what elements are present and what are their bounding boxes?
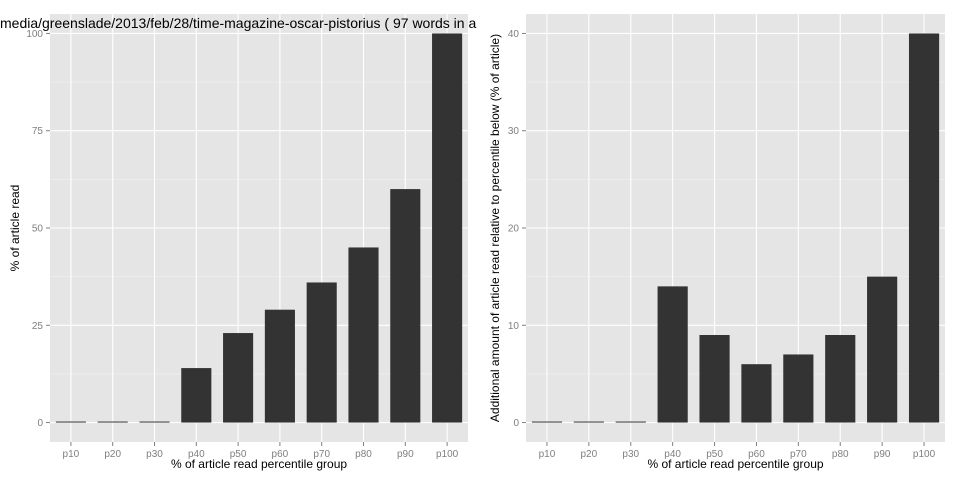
x-tick-label: p50 — [706, 449, 723, 460]
y-axis-title: Additional amount of article read relati… — [488, 34, 502, 422]
y-tick-label: 75 — [32, 126, 44, 137]
bar-p90 — [390, 189, 421, 423]
x-tick-label: p30 — [146, 449, 163, 460]
x-tick-label: p60 — [272, 449, 289, 460]
y-tick-label: 0 — [513, 418, 519, 429]
x-tick-label: p90 — [874, 449, 891, 460]
x-tick-label: p30 — [622, 449, 639, 460]
bar-p60 — [264, 309, 295, 423]
y-tick-label: 10 — [508, 321, 520, 332]
bar-p80 — [825, 335, 856, 423]
x-tick-label: p80 — [832, 449, 849, 460]
chart-panel-2: 0 10 20 30 40 p10 p20 p30 p40 p50 p60 p70 p80 p90 p100… — [488, 14, 945, 471]
x-tick-label: p40 — [188, 449, 205, 460]
bar-p20 — [573, 421, 604, 423]
x-tick-label: p40 — [664, 449, 681, 460]
x-axis-title: % of article read percentile group — [647, 457, 823, 471]
x-tick-label: p100 — [913, 449, 936, 460]
bar-p30 — [615, 421, 646, 423]
y-tick-label: 20 — [508, 224, 520, 235]
x-tick-label: p80 — [355, 449, 372, 460]
x-axis-title: % of article read percentile group — [171, 457, 347, 471]
bar-p30 — [139, 421, 170, 423]
bar-p20 — [97, 421, 128, 423]
bar-p10 — [531, 421, 563, 423]
bar-p50 — [223, 333, 254, 423]
bar-p60 — [741, 364, 772, 423]
x-tick-label: p10 — [63, 449, 80, 460]
x-tick-label: p50 — [230, 449, 247, 460]
bar-p70 — [306, 282, 337, 423]
chart-title: media/greenslade/2013/feb/28/time-magazi… — [0, 15, 476, 31]
y-tick-label: 100 — [26, 29, 43, 40]
y-tick-label: 0 — [37, 418, 43, 429]
chart-panel-1: 0 25 50 75 100 p10 p20 p30 p40 p50 p60 p70 p80 p90 p10… — [0, 14, 476, 471]
bar-p80 — [348, 247, 379, 423]
bar-p40 — [657, 286, 688, 423]
bar-p100 — [432, 33, 463, 423]
y-tick-label: 40 — [508, 29, 520, 40]
x-tick-label: p20 — [581, 449, 598, 460]
x-tick-label: p70 — [313, 449, 330, 460]
x-tick-label: p10 — [539, 449, 556, 460]
x-tick-label: p60 — [748, 449, 765, 460]
y-axis-title: % of article read — [8, 185, 22, 272]
bar-p40 — [181, 368, 212, 423]
bar-p70 — [783, 354, 814, 423]
bar-p90 — [867, 276, 898, 423]
bar-p50 — [699, 335, 730, 423]
x-tick-label: p70 — [790, 449, 807, 460]
bar-p10 — [55, 421, 86, 423]
x-tick-label: p100 — [436, 449, 459, 460]
bar-p100 — [908, 33, 940, 423]
y-tick-label: 50 — [32, 224, 44, 235]
x-tick-label: p20 — [104, 449, 121, 460]
x-tick-label: p90 — [397, 449, 414, 460]
y-tick-label: 25 — [32, 321, 44, 332]
y-tick-label: 30 — [508, 126, 520, 137]
